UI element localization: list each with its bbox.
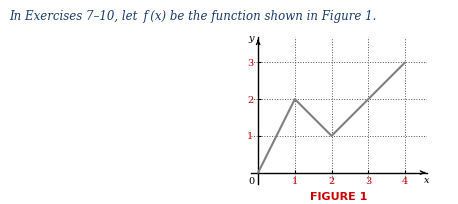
Text: In Exercises 7–10, let  f (x) be the function shown in Figure 1.: In Exercises 7–10, let f (x) be the func…	[9, 10, 376, 23]
Text: 0: 0	[248, 177, 255, 186]
Text: y: y	[249, 34, 254, 43]
Text: FIGURE 1: FIGURE 1	[310, 192, 368, 202]
Text: x: x	[424, 176, 429, 185]
